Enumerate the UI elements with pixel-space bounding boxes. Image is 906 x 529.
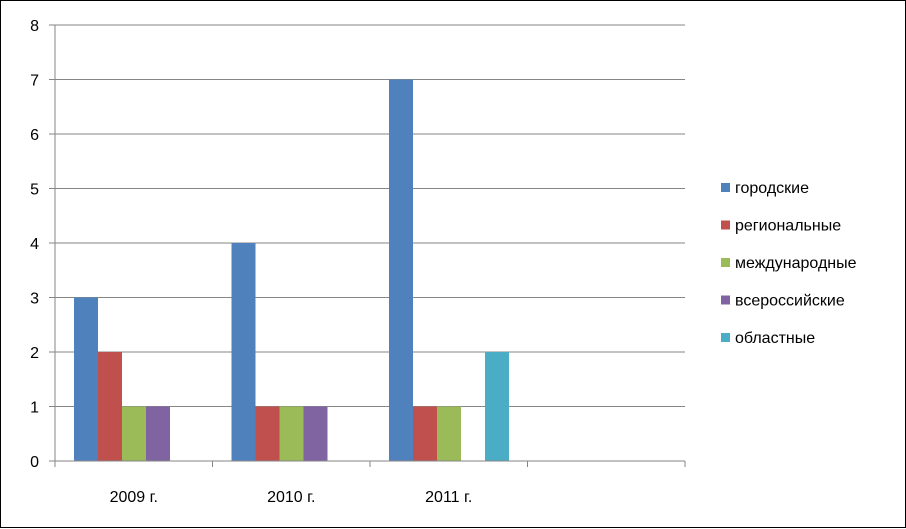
bar bbox=[437, 406, 461, 461]
gridlines bbox=[55, 24, 685, 407]
bar bbox=[389, 79, 413, 461]
legend-swatch bbox=[721, 333, 730, 342]
y-tick-label: 3 bbox=[30, 291, 39, 308]
legend-swatch bbox=[721, 220, 730, 230]
bar bbox=[231, 243, 256, 461]
bars bbox=[74, 79, 509, 461]
legend-swatch bbox=[721, 295, 730, 305]
bar bbox=[303, 406, 328, 461]
x-tick-label: 2011 г. bbox=[425, 489, 472, 506]
bar bbox=[279, 406, 304, 461]
y-tick-label: 5 bbox=[30, 182, 39, 199]
y-tick-label: 0 bbox=[30, 454, 39, 471]
legend-label: региональные bbox=[735, 218, 841, 235]
y-tick-label: 7 bbox=[30, 73, 39, 90]
x-tick-label: 2009 г. bbox=[110, 489, 158, 506]
x-tick-label: 2010 г. bbox=[267, 489, 315, 506]
y-tick-label: 6 bbox=[30, 127, 39, 144]
bar bbox=[485, 352, 509, 461]
bar bbox=[255, 406, 280, 461]
axes: 0 1 2 3 4 5 6 7 8 2009 г. 2010 г. 2011 г. bbox=[30, 18, 686, 506]
bar bbox=[146, 406, 170, 461]
bar bbox=[98, 352, 122, 461]
bar bbox=[122, 406, 146, 461]
y-tick-label: 4 bbox=[30, 236, 39, 253]
legend: городские региональные международные всерос… bbox=[721, 180, 857, 347]
legend-swatch bbox=[721, 183, 730, 192]
legend-label: международные bbox=[735, 255, 857, 272]
y-tick-label: 2 bbox=[30, 345, 39, 362]
legend-label: областные bbox=[735, 330, 815, 347]
legend-label: всероссийские bbox=[735, 293, 845, 310]
y-tick-label: 8 bbox=[30, 18, 39, 35]
bar bbox=[413, 406, 437, 461]
y-tick-label: 1 bbox=[30, 400, 39, 417]
bar bbox=[74, 297, 98, 461]
legend-swatch bbox=[721, 258, 730, 267]
legend-label: городские bbox=[735, 180, 809, 197]
